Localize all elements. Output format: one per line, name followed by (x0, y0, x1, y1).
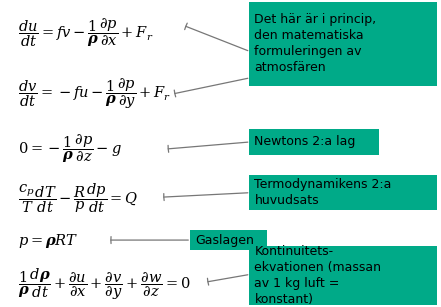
FancyBboxPatch shape (249, 246, 437, 305)
Text: $\dfrac{c_p}{T}\dfrac{dT}{dt} - \dfrac{R}{p}\dfrac{dp}{dt} = Q$: $\dfrac{c_p}{T}\dfrac{dT}{dt} - \dfrac{R… (18, 181, 138, 215)
Text: $\dfrac{1}{\boldsymbol{\rho}}\dfrac{d\boldsymbol{\rho}}{dt} + \dfrac{\partial u}: $\dfrac{1}{\boldsymbol{\rho}}\dfrac{d\bo… (18, 266, 190, 302)
FancyBboxPatch shape (249, 129, 379, 155)
Text: Newtons 2:a lag: Newtons 2:a lag (254, 135, 356, 149)
Text: $0 = -\dfrac{1}{\boldsymbol{\rho}}\dfrac{\partial p}{\partial z} -g$: $0 = -\dfrac{1}{\boldsymbol{\rho}}\dfrac… (18, 133, 121, 165)
Text: Termodynamikens 2:a
huvudsats: Termodynamikens 2:a huvudsats (254, 178, 392, 207)
Text: Det här är i princip,
den matematiska
formuleringen av
atmosfären: Det här är i princip, den matematiska fo… (254, 13, 377, 74)
Text: $p = \boldsymbol{\rho}RT$: $p = \boldsymbol{\rho}RT$ (18, 232, 78, 250)
Text: Kontinuitets-
ekvationen (massan
av 1 kg luft =
konstant): Kontinuitets- ekvationen (massan av 1 kg… (254, 245, 381, 306)
Text: Gaslagen: Gaslagen (195, 234, 254, 247)
Text: $\dfrac{dv}{dt} = -fu - \dfrac{1}{\boldsymbol{\rho}}\dfrac{\partial p}{\partial : $\dfrac{dv}{dt} = -fu - \dfrac{1}{\bolds… (18, 76, 171, 111)
FancyBboxPatch shape (249, 175, 437, 210)
Text: $\dfrac{du}{dt} = fv - \dfrac{1}{\boldsymbol{\rho}}\dfrac{\partial p}{\partial x: $\dfrac{du}{dt} = fv - \dfrac{1}{\boldsy… (18, 16, 153, 49)
FancyBboxPatch shape (249, 2, 437, 86)
FancyBboxPatch shape (190, 230, 267, 250)
